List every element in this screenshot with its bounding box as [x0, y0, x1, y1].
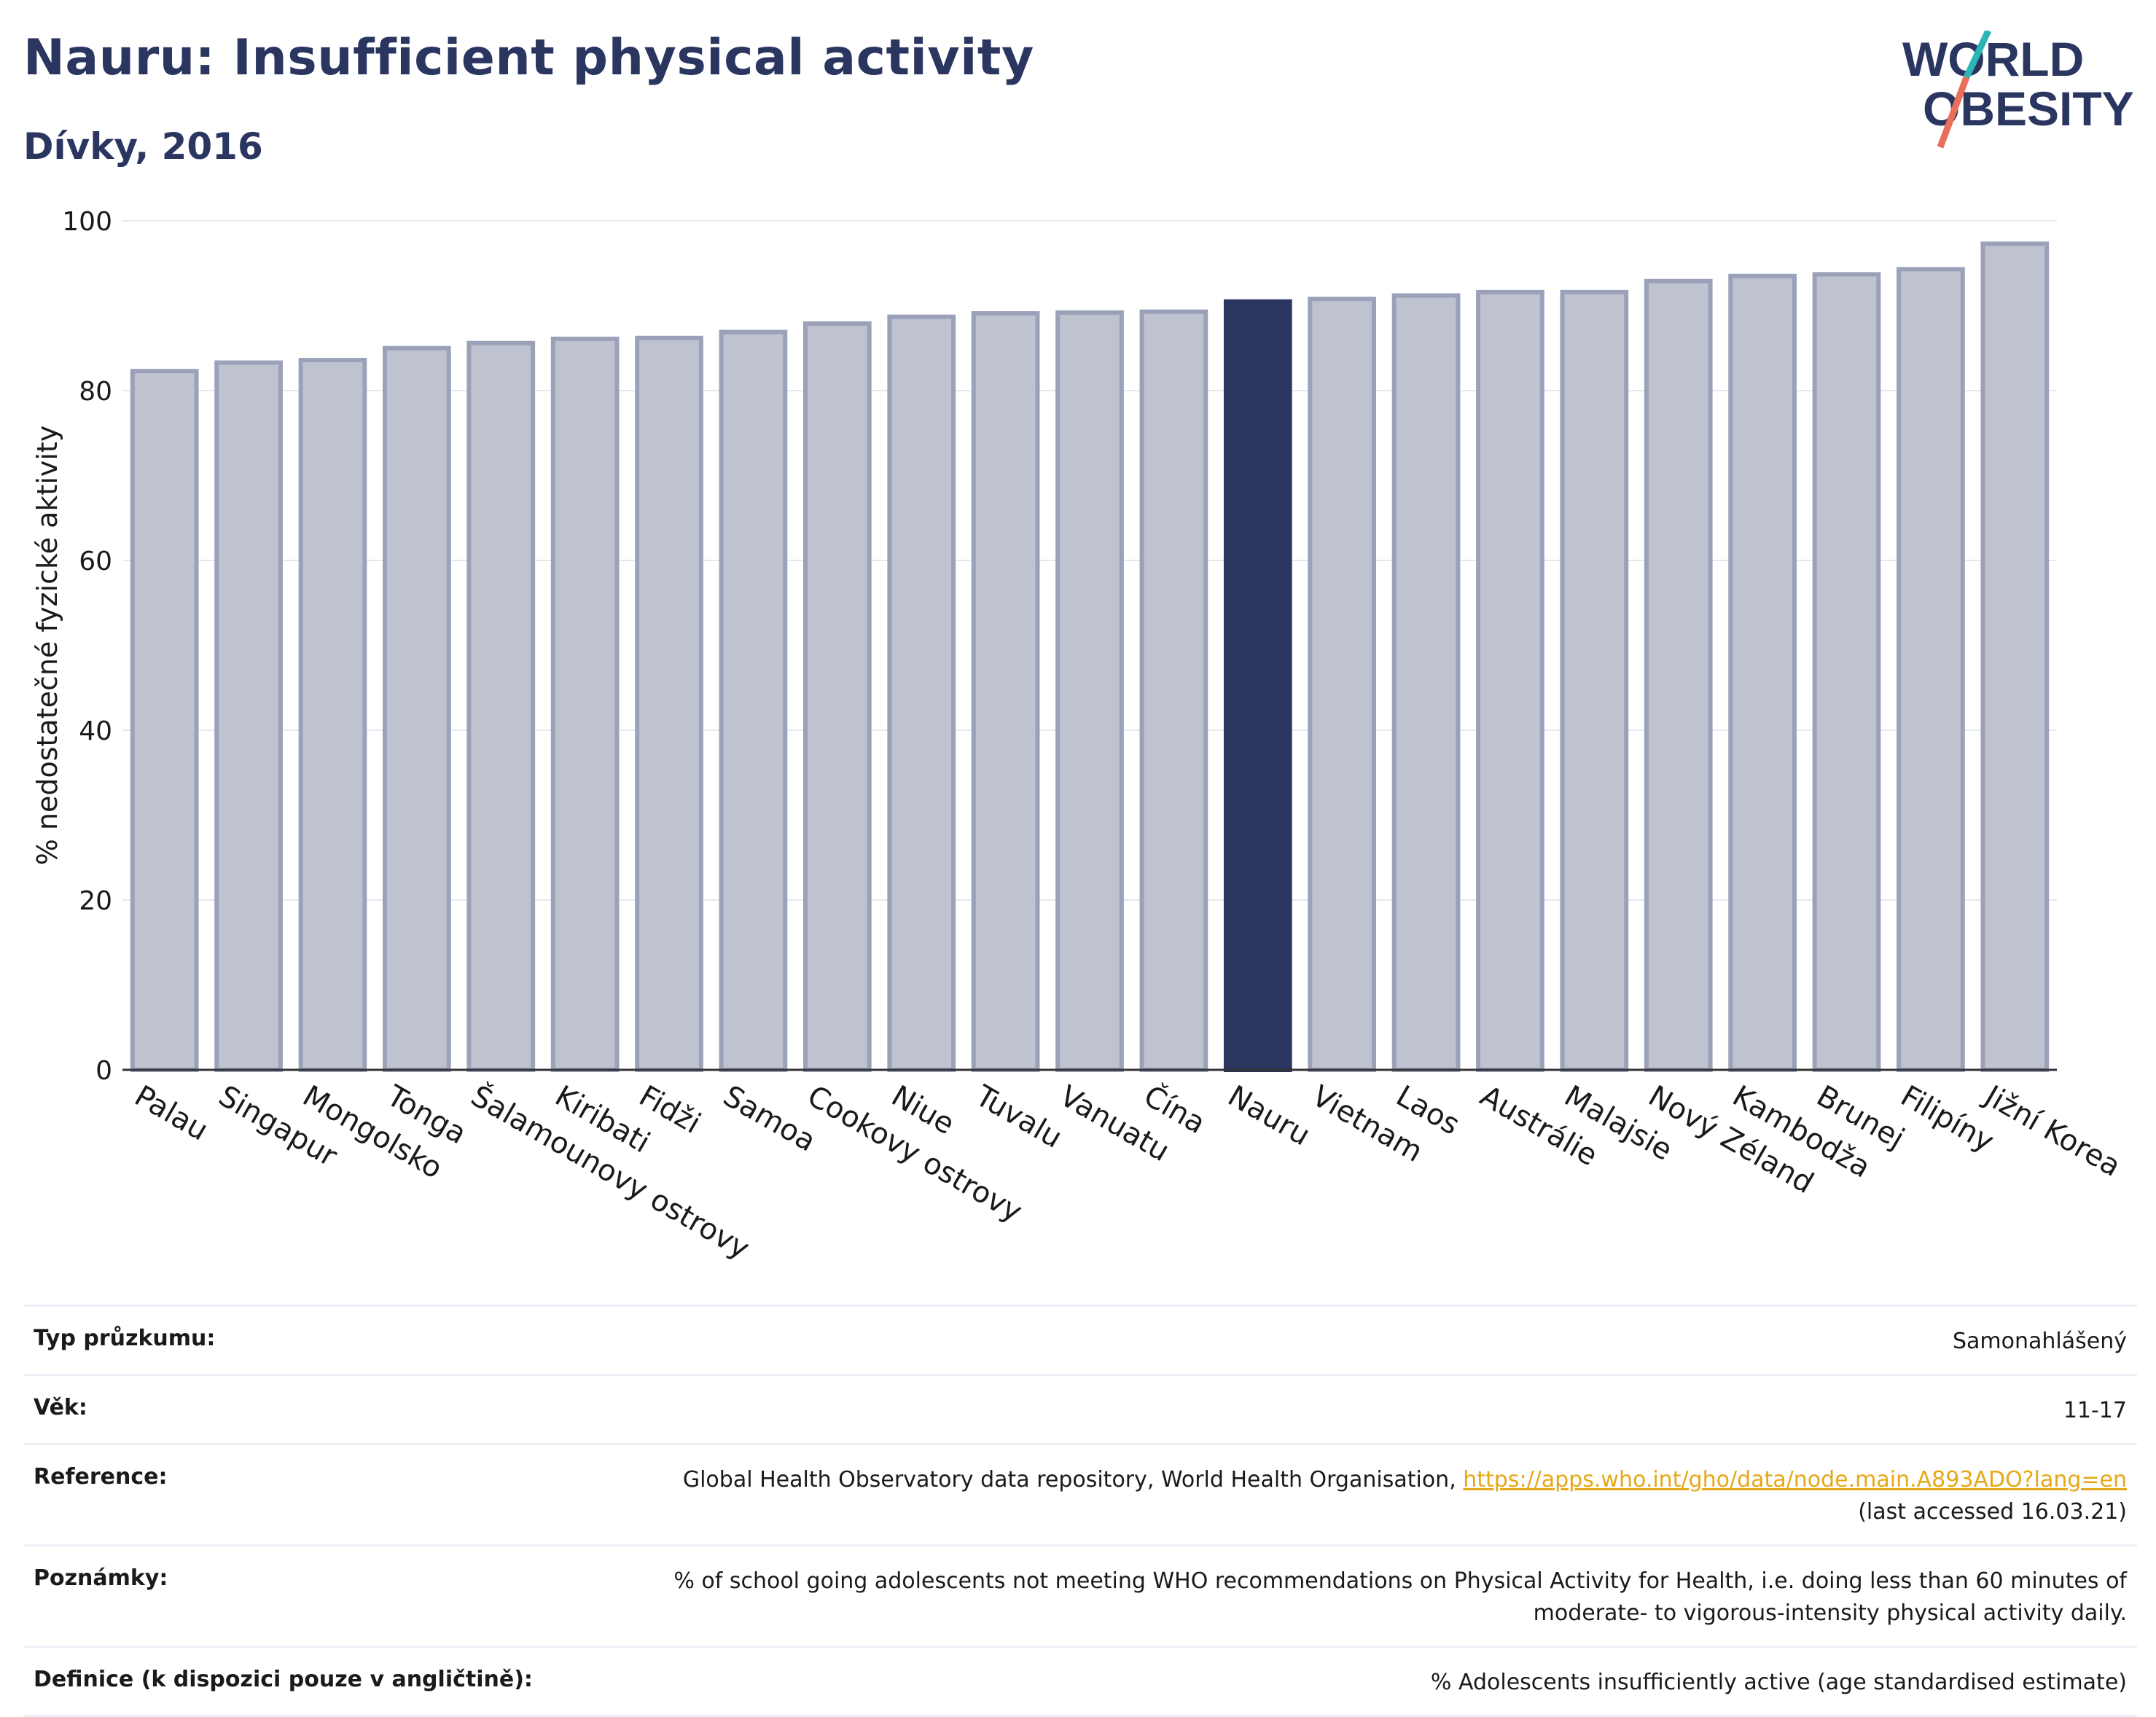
logo-line1: WORLD [1902, 32, 2084, 86]
bar [971, 310, 1040, 1072]
world-obesity-logo: WORLD OBESITY [1902, 31, 2134, 149]
y-tick-label: 40 [79, 716, 112, 746]
bar [635, 335, 703, 1072]
bar [1980, 241, 2050, 1073]
bar [1728, 273, 1797, 1073]
x-tick-label: Jižní Korea [1977, 1078, 2126, 1184]
bar [1476, 289, 1544, 1072]
reference-link[interactable]: https://apps.who.int/gho/data/node.main.… [1463, 1467, 2127, 1493]
info-row-survey: Typ průzkumu: Samonahlášený [23, 1305, 2137, 1374]
x-tick-label: Palau [129, 1079, 214, 1148]
definition-value: % Adolescents insufficiently active (age… [1430, 1670, 2127, 1695]
info-row-notes: Poznámky: % of school going adolescents … [23, 1544, 2137, 1646]
bar [466, 340, 536, 1072]
age-label: Věk: [34, 1395, 87, 1420]
bars [130, 241, 2050, 1073]
x-tick-label: Tuvalu [969, 1079, 1068, 1155]
reference-text: Global Health Observatory data repositor… [682, 1467, 1464, 1493]
notes-line1: % of school going adolescents not meetin… [673, 1568, 2127, 1594]
age-value: 11-17 [2063, 1398, 2127, 1423]
bar [130, 369, 199, 1072]
info-table: Typ průzkumu: Samonahlášený Věk: 11-17 R… [23, 1305, 2137, 1717]
y-tick-label: 60 [79, 547, 112, 576]
y-tick-label: 100 [62, 207, 112, 237]
bar [1812, 272, 1881, 1072]
notes-line2: moderate- to vigorous-intensity physical… [1533, 1600, 2127, 1626]
bar-highlighted [1223, 299, 1292, 1072]
y-tick-label: 80 [79, 377, 112, 407]
logo-slash-bottom [1937, 76, 1970, 149]
reference-value: Global Health Observatory data repositor… [683, 1464, 2127, 1528]
bar [1560, 289, 1629, 1072]
y-tick-labels: 0 20 40 60 80 100 [62, 207, 112, 1086]
reference-label: Reference: [34, 1464, 168, 1490]
page-subtitle: Dívky, 2016 [23, 125, 263, 168]
definition-label: Definice (k dispozici pouze v angličtině… [34, 1667, 533, 1692]
bar [383, 345, 451, 1072]
info-row-reference: Reference: Global Health Observatory dat… [23, 1443, 2137, 1544]
survey-value: Samonahlášený [1953, 1329, 2127, 1354]
bar [887, 314, 956, 1072]
bar [1391, 293, 1461, 1072]
bar [1308, 297, 1377, 1072]
info-row-definition: Definice (k dispozici pouze v angličtině… [23, 1646, 2137, 1717]
survey-label: Typ průzkumu: [34, 1326, 216, 1351]
y-tick-label: 0 [95, 1056, 112, 1086]
y-tick-label: 20 [79, 886, 112, 916]
bar [1139, 309, 1208, 1072]
reference-accessed: (last accessed 16.03.21) [1858, 1499, 2127, 1525]
page-title: Nauru: Insufficient physical activity [23, 29, 1034, 87]
x-tick-label: Nauru [1222, 1079, 1316, 1153]
logo-slash-top [1963, 31, 1992, 79]
info-row-age: Věk: 11-17 [23, 1374, 2137, 1443]
notes-label: Poznámky: [34, 1565, 168, 1591]
bar [802, 321, 872, 1073]
x-tick-label: Filipíny [1895, 1079, 1999, 1159]
bar [1055, 310, 1124, 1073]
bar-chart: 0 20 40 60 80 100 Palau SingapurMongolskoTonga… [31, 207, 2126, 1266]
bar [719, 329, 788, 1072]
bar [1644, 278, 1713, 1073]
y-axis-label: % nedostatečné fyzické aktivity [31, 426, 63, 866]
bar [1897, 267, 1965, 1072]
notes-value: % of school going adolescents not meetin… [673, 1565, 2127, 1630]
bar [550, 336, 620, 1072]
bar [298, 358, 367, 1072]
bar [214, 360, 283, 1072]
x-tick-label: Samoa [717, 1079, 821, 1159]
